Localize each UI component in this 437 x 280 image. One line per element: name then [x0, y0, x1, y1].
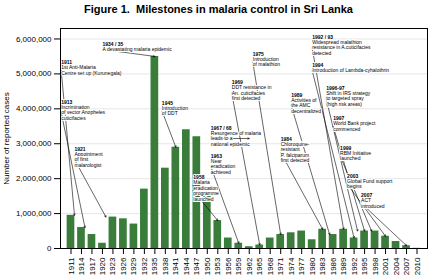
svg-text:Activities ofthe AMCdecentrali: Activities ofthe AMCdecentralized — [291, 97, 321, 114]
svg-text:2007: 2007 — [402, 257, 411, 275]
svg-text:1962: 1962 — [245, 257, 254, 275]
svg-text:1986: 1986 — [329, 257, 338, 275]
svg-text:1994: 1994 — [312, 62, 323, 68]
svg-text:Introduction of Lambda-cyhalot: Introduction of Lambda-cyhalothrin — [312, 67, 389, 73]
svg-text:1983: 1983 — [318, 257, 327, 275]
svg-text:1920: 1920 — [98, 257, 107, 275]
svg-text:Introductionof malathion: Introductionof malathion — [253, 56, 280, 68]
svg-text:1992: 1992 — [350, 257, 359, 275]
svg-text:Incriminationof vector Anophel: Incriminationof vector Anophelescuticifa… — [61, 104, 105, 121]
svg-text:1974: 1974 — [287, 257, 296, 275]
svg-text:1956: 1956 — [224, 257, 233, 275]
svg-text:World Bank projectcommenced: World Bank projectcommenced — [333, 120, 376, 132]
svg-text:1998: 1998 — [371, 257, 380, 275]
svg-text:1999: 1999 — [340, 145, 351, 151]
svg-text:1980: 1980 — [308, 257, 317, 275]
svg-text:2010: 2010 — [413, 257, 422, 275]
svg-text:1969: 1969 — [232, 79, 243, 85]
svg-text:1968: 1968 — [266, 257, 275, 275]
svg-text:1963: 1963 — [211, 153, 222, 159]
svg-text:1953: 1953 — [213, 257, 222, 275]
svg-text:1989: 1989 — [339, 257, 348, 275]
svg-text:1959: 1959 — [234, 257, 243, 275]
svg-text:1984: 1984 — [281, 136, 292, 142]
svg-text:1945: 1945 — [162, 100, 173, 106]
svg-text:ACTintroduced: ACTintroduced — [361, 197, 385, 209]
svg-text:1926: 1926 — [119, 257, 128, 275]
svg-text:Appointmentof firstmalarologis: Appointmentof firstmalarologist — [74, 151, 103, 168]
svg-text:1,000,000: 1,000,000 — [16, 209, 52, 218]
svg-text:4,000,000: 4,000,000 — [16, 104, 52, 113]
svg-text:1938: 1938 — [161, 257, 170, 275]
svg-text:5,000,000: 5,000,000 — [16, 69, 52, 78]
svg-text:1975: 1975 — [253, 51, 264, 57]
svg-text:1971: 1971 — [276, 257, 285, 275]
svg-text:1989: 1989 — [291, 92, 302, 98]
svg-text:1992 / 93: 1992 / 93 — [312, 34, 333, 40]
svg-text:1995: 1995 — [360, 257, 369, 275]
svg-text:1950: 1950 — [203, 257, 212, 275]
svg-text:2001: 2001 — [381, 257, 390, 275]
svg-text:1958: 1958 — [193, 174, 204, 180]
svg-text:DDT resistance inAn. cuticifac: DDT resistance inAn. cuticifaciesfirst d… — [232, 84, 272, 101]
svg-text:1944: 1944 — [182, 257, 191, 275]
svg-text:1921: 1921 — [74, 146, 85, 152]
svg-text:A devastating malaria epidemic: A devastating malaria epidemic — [102, 46, 172, 53]
svg-text:1965: 1965 — [255, 257, 264, 275]
svg-text:Malariaeradicationprogrammelau: Malariaeradicationprogrammelaunched — [193, 179, 219, 202]
svg-text:1996-97: 1996-97 — [326, 85, 345, 91]
svg-text:Neareradicationachieved: Neareradicationachieved — [211, 158, 236, 175]
svg-text:Chloroquine-resistantP. falcip: Chloroquine-resistantP. falciparumfirst … — [281, 141, 310, 164]
svg-text:Shift in IRS strategyto target: Shift in IRS strategyto targeted spray(h… — [326, 90, 371, 107]
svg-text:2003: 2003 — [347, 173, 358, 179]
svg-text:Introductionof DDT: Introductionof DDT — [162, 105, 188, 117]
svg-text:1914: 1914 — [77, 257, 86, 275]
svg-text:Number of reported cases: Number of reported cases — [2, 92, 11, 185]
svg-text:1911: 1911 — [67, 257, 76, 275]
svg-text:1947: 1947 — [192, 257, 201, 275]
svg-text:1932: 1932 — [140, 257, 149, 275]
svg-text:1929: 1929 — [129, 257, 138, 275]
svg-text:2,000,000: 2,000,000 — [16, 174, 52, 183]
svg-text:1923: 1923 — [108, 257, 117, 275]
svg-text:Widespread malathionresistance: Widespread malathionresistance in A.cuti… — [312, 39, 371, 56]
svg-text:0: 0 — [47, 244, 52, 253]
svg-text:2007: 2007 — [361, 192, 372, 198]
svg-text:1977: 1977 — [297, 257, 306, 275]
svg-text:6,000,000: 6,000,000 — [16, 35, 52, 44]
svg-text:1967 / 68: 1967 / 68 — [211, 125, 232, 131]
svg-text:2004: 2004 — [392, 257, 401, 275]
svg-text:3,000,000: 3,000,000 — [16, 139, 52, 148]
svg-text:1997: 1997 — [333, 115, 344, 121]
svg-text:1st Anti-MalariaCentre set up: 1st Anti-MalariaCentre set up (Kurunegal… — [61, 64, 122, 76]
svg-text:Resurgence of malarialeads to: Resurgence of malarialeads to anational … — [211, 130, 262, 147]
svg-text:1941: 1941 — [171, 257, 180, 275]
svg-text:1917: 1917 — [88, 257, 97, 275]
svg-text:1913: 1913 — [61, 99, 72, 105]
svg-text:RBM Initiativelaunched: RBM Initiativelaunched — [340, 150, 371, 162]
svg-text:Global Fund supportbegins: Global Fund supportbegins — [347, 178, 393, 190]
html-text:Figure 1. Milestones in malari: Figure 1. Milestones in malaria control … — [84, 3, 353, 15]
svg-text:1934 / 35: 1934 / 35 — [102, 41, 123, 47]
svg-text:1911: 1911 — [61, 59, 72, 65]
svg-text:1935: 1935 — [150, 257, 159, 275]
